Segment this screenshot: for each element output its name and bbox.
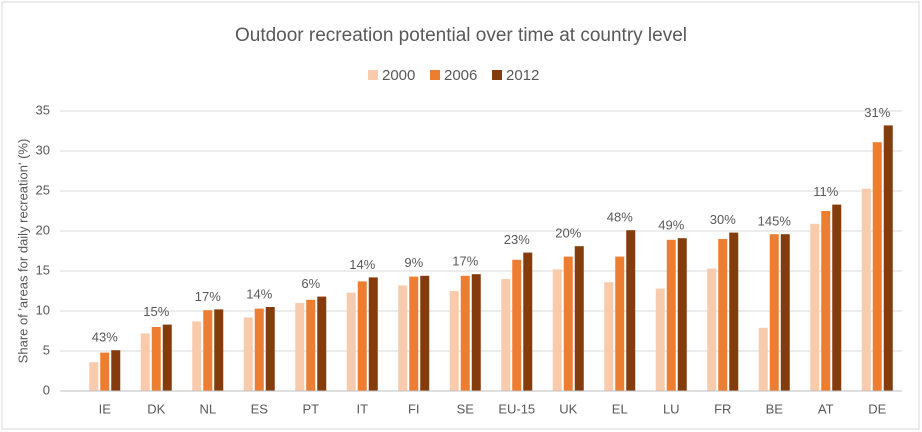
annotation: 145% xyxy=(758,214,792,229)
bar xyxy=(883,125,893,392)
x-tick-label: IE xyxy=(99,401,112,416)
bar xyxy=(758,327,768,391)
bar xyxy=(512,259,522,391)
legend-label: 2006 xyxy=(444,67,477,84)
y-tick-label: 35 xyxy=(36,102,50,117)
bar xyxy=(677,238,687,391)
y-tick-label: 25 xyxy=(36,182,50,197)
annotation: 6% xyxy=(301,276,320,291)
bar xyxy=(214,309,224,391)
annotation: 9% xyxy=(404,255,423,270)
bar xyxy=(810,223,820,391)
bar xyxy=(346,292,356,391)
bar xyxy=(357,281,367,391)
chart-title: Outdoor recreation potential over time a… xyxy=(235,25,687,46)
y-tick-label: 20 xyxy=(36,222,50,237)
bar xyxy=(100,352,110,391)
bar xyxy=(523,252,533,391)
bar xyxy=(471,274,481,391)
annotation: 30% xyxy=(710,212,736,227)
bar xyxy=(718,239,728,391)
x-tick-label: IT xyxy=(356,401,368,416)
y-tick-label: 30 xyxy=(36,142,50,157)
y-tick-label: 5 xyxy=(43,342,50,357)
x-tick-label: LU xyxy=(663,401,680,416)
y-tick-label: 15 xyxy=(36,262,50,277)
bar xyxy=(449,291,459,391)
bar xyxy=(368,277,378,391)
annotation: 43% xyxy=(92,330,118,345)
annotation: 14% xyxy=(349,257,375,272)
bar xyxy=(243,317,253,391)
bar xyxy=(769,234,779,391)
bar xyxy=(707,268,717,391)
bar xyxy=(832,204,842,391)
annotation: 15% xyxy=(143,304,169,319)
x-tick-label: DE xyxy=(868,401,886,416)
bar xyxy=(729,232,739,391)
legend-label: 2012 xyxy=(506,67,539,84)
annotation: 11% xyxy=(813,184,838,199)
bar xyxy=(563,256,573,391)
bar xyxy=(192,321,202,391)
bar xyxy=(140,333,150,391)
legend-swatch xyxy=(368,70,378,80)
x-tick-label: FR xyxy=(714,401,731,416)
y-axis-label: Share of 'areas for daily recreation' (%… xyxy=(15,139,30,364)
bar xyxy=(409,276,419,391)
x-tick-label: NL xyxy=(199,401,216,416)
bar xyxy=(574,246,584,391)
annotation: 48% xyxy=(607,210,633,225)
bar xyxy=(552,269,562,391)
bar xyxy=(254,308,264,391)
bar xyxy=(666,239,676,391)
x-tick-label: EL xyxy=(612,401,628,416)
legend-swatch xyxy=(430,70,440,80)
bar xyxy=(420,275,430,391)
bar xyxy=(655,288,665,391)
annotation: 31% xyxy=(864,105,890,120)
x-tick-label: ES xyxy=(251,401,269,416)
x-tick-label: PT xyxy=(302,401,319,416)
bar xyxy=(501,279,511,391)
bar xyxy=(615,256,625,391)
legend-swatch xyxy=(492,70,502,80)
x-tick-label: BE xyxy=(766,401,784,416)
x-tick-label: AT xyxy=(818,401,834,416)
bar xyxy=(111,350,121,391)
annotation: 17% xyxy=(452,254,478,269)
x-tick-label: UK xyxy=(559,401,577,416)
annotation: 17% xyxy=(195,289,221,304)
x-tick-label: DK xyxy=(147,401,165,416)
annotation: 49% xyxy=(658,218,684,233)
bar xyxy=(295,303,305,391)
annotation: 23% xyxy=(504,232,530,247)
bar xyxy=(151,327,161,391)
x-tick-label: SE xyxy=(457,401,475,416)
y-tick-label: 10 xyxy=(36,302,50,317)
x-tick-label: EU-15 xyxy=(498,401,535,416)
legend-label: 2000 xyxy=(382,67,415,84)
bar xyxy=(821,211,831,391)
bar xyxy=(317,296,327,391)
bar xyxy=(626,230,636,391)
bar xyxy=(398,285,408,391)
bar xyxy=(265,307,275,391)
x-tick-label: FI xyxy=(408,401,420,416)
bar xyxy=(780,234,790,391)
bar xyxy=(89,362,99,391)
bar xyxy=(162,324,172,391)
bar xyxy=(306,299,316,391)
bar xyxy=(460,275,470,391)
bar xyxy=(604,282,614,391)
annotation: 20% xyxy=(555,226,581,241)
y-tick-label: 0 xyxy=(43,382,50,397)
bar xyxy=(861,188,871,391)
annotation: 14% xyxy=(246,286,272,301)
bar xyxy=(203,310,213,391)
bar xyxy=(872,142,882,391)
